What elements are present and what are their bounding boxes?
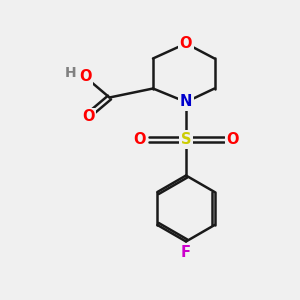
Text: O: O bbox=[133, 132, 146, 147]
Text: H: H bbox=[65, 66, 76, 80]
Text: F: F bbox=[181, 245, 191, 260]
Text: O: O bbox=[180, 36, 192, 51]
Text: N: N bbox=[180, 94, 192, 110]
Text: O: O bbox=[82, 110, 95, 124]
Text: S: S bbox=[181, 132, 191, 147]
Text: O: O bbox=[226, 132, 239, 147]
Text: O: O bbox=[79, 69, 92, 84]
